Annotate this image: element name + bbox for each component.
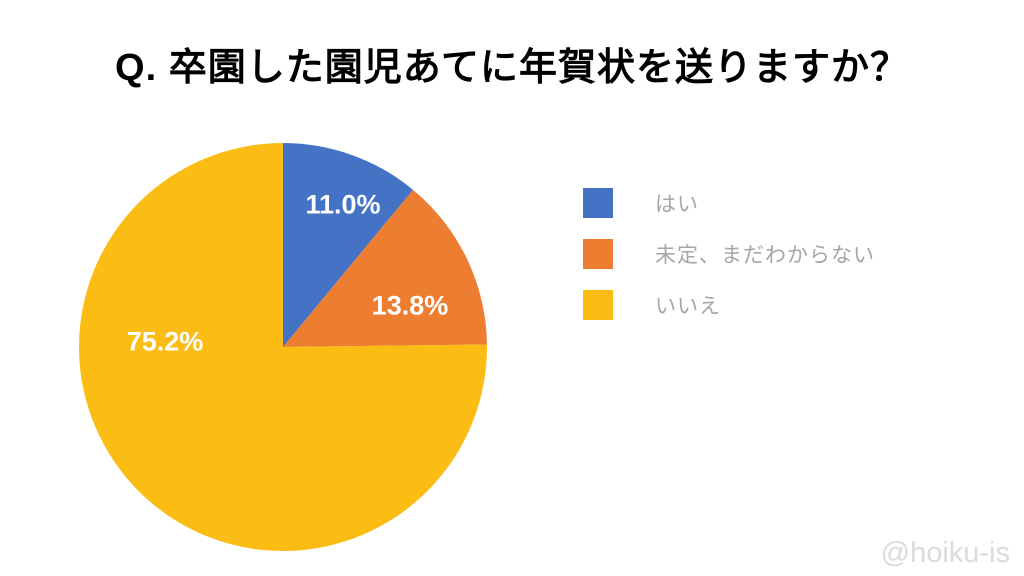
pie-slice-2 [79, 143, 487, 551]
legend-label-yes: はい [655, 193, 699, 216]
legend-swatch-no [583, 290, 613, 320]
legend: はい 未定、まだわからない いいえ [583, 188, 875, 320]
legend-swatch-yes [583, 188, 613, 218]
slice-label-no: 75.2% [126, 326, 204, 357]
slice-label-undecided: 13.8% [371, 290, 449, 321]
pie-chart: 11.0% 13.8% 75.2% [79, 143, 487, 551]
legend-item-yes: はい [583, 188, 875, 218]
legend-item-undecided: 未定、まだわからない [583, 239, 875, 269]
pie-svg [79, 143, 487, 551]
slice-label-yes: 11.0% [305, 189, 381, 220]
legend-swatch-undecided [583, 239, 613, 269]
chart-title: Q. 卒園した園児あてに年賀状を送りますか？ [115, 47, 909, 89]
legend-item-no: いいえ [583, 290, 875, 320]
legend-label-undecided: 未定、まだわからない [655, 244, 875, 267]
legend-label-no: いいえ [655, 295, 721, 318]
watermark: @hoiku-is [880, 537, 1010, 569]
pie-slice-0 [283, 143, 414, 347]
pie-slice-1 [283, 189, 487, 347]
